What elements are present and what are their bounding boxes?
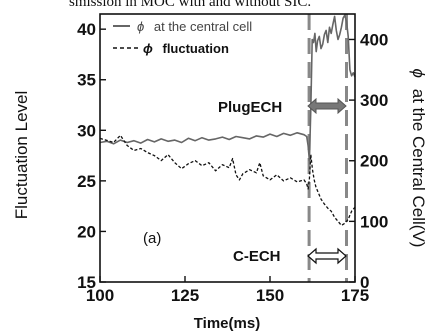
plugech-label: PlugECH [218, 99, 282, 116]
legend-symbol-dashed: ϕ [143, 41, 153, 56]
x-tick-label: 150 [256, 286, 284, 305]
legend-label-dashed: ϕ fluctuation [143, 41, 229, 56]
x-tick-label: 100 [86, 286, 114, 305]
legend: ϕ at the central cell ϕ fluctuation [113, 19, 252, 56]
legend-symbol-solid: ϕ [137, 19, 144, 34]
y-right-tick-label: 100 [360, 212, 388, 231]
y-left-tick-label: 40 [77, 20, 96, 39]
legend-label-solid: ϕ at the central cell [137, 19, 252, 34]
figure-caption: smission in MOC with and without SIC. [69, 0, 311, 10]
x-axis-label: Time(ms) [194, 315, 260, 332]
plot-frame [99, 13, 356, 283]
y-left-tick-label: 25 [77, 172, 96, 191]
y-right-tick-label: 400 [360, 30, 388, 49]
cech-label: C-ECH [233, 248, 281, 265]
y-axis-left-label: Fluctuation Level [12, 91, 31, 220]
x-tick-label: 175 [341, 286, 369, 305]
y-left-tick-label: 35 [77, 71, 96, 90]
legend-text-solid: at the central cell [154, 19, 252, 34]
x-tick-label: 125 [171, 286, 199, 305]
legend-text-dashed: fluctuation [162, 41, 228, 56]
y-left-tick-label: 30 [77, 121, 96, 140]
y-right-tick-label: 0 [360, 273, 369, 292]
y-axis-right-label-symbol: ϕ [409, 69, 425, 78]
y-axis-right-label-text: at the Central Cell(V) [409, 89, 425, 248]
cech-arrow [307, 247, 347, 265]
y-left-tick-label: 20 [77, 222, 96, 241]
y-right-tick-label: 300 [360, 91, 388, 110]
series-line-fluctuation [99, 134, 356, 227]
series-line-phi [99, 14, 356, 162]
y-left-tick-label: 15 [77, 273, 96, 292]
y-right-tick-label: 200 [360, 152, 388, 171]
y-axis-right-label: ϕ at the Central Cell(V) [409, 69, 425, 248]
plugech-arrow [307, 97, 347, 115]
panel-label: (a) [143, 230, 161, 247]
